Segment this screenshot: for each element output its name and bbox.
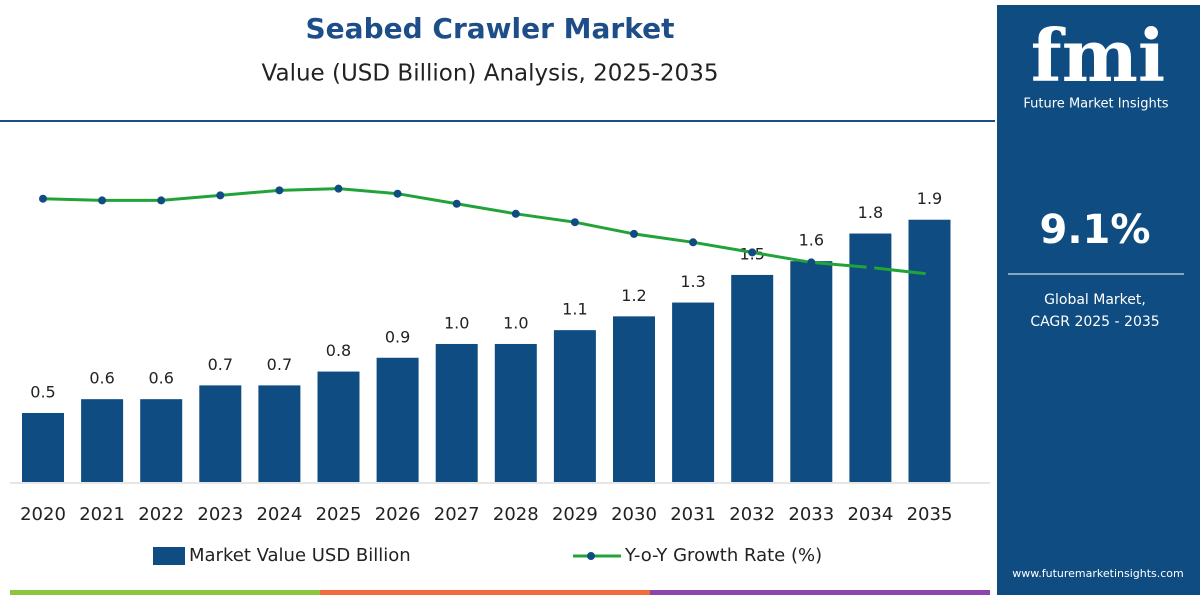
x-tick-label: 2022 [138, 504, 184, 525]
data-label: 1.8 [858, 203, 883, 222]
footer-stripe [650, 590, 990, 595]
footer-stripe [10, 590, 320, 595]
growth-point [630, 229, 638, 238]
growth-line [42, 187, 930, 276]
bar [376, 357, 419, 482]
x-tick-label: 2021 [79, 504, 125, 525]
bar [731, 274, 774, 482]
growth-point [393, 189, 402, 198]
data-label: 1.3 [680, 272, 705, 291]
growth-point [157, 196, 166, 205]
data-label: 1.0 [503, 313, 528, 332]
data-label: 1.9 [917, 189, 942, 208]
data-label: 0.5 [30, 382, 55, 401]
chart-subtitle: Value (USD Billion) Analysis, 2025-2035 [262, 61, 719, 87]
data-label: 0.8 [326, 341, 351, 360]
data-label: 1.2 [621, 286, 646, 305]
growth-point [925, 270, 934, 279]
bar [494, 343, 537, 482]
x-tick-label: 2031 [670, 504, 716, 525]
growth-point [570, 218, 579, 227]
data-label: 0.7 [208, 355, 233, 374]
growth-point [275, 186, 284, 195]
legend-label: Y-o-Y Growth Rate (%) [624, 545, 822, 566]
x-tick-label: 2034 [847, 504, 893, 525]
sidebar [997, 5, 1200, 595]
x-tick-label: 2025 [316, 504, 362, 525]
x-tick-label: 2026 [375, 504, 421, 525]
logo: fmi [1031, 13, 1166, 98]
data-label: 1.6 [799, 231, 824, 250]
growth-point [452, 199, 461, 208]
legend-swatch [587, 552, 595, 560]
bar [908, 219, 951, 482]
data-label: 1.1 [562, 300, 587, 319]
x-tick-label: 2035 [907, 504, 953, 525]
bar [849, 233, 892, 482]
footer-stripe [320, 590, 650, 595]
bar [199, 385, 242, 482]
growth-point [216, 191, 225, 200]
cagr-caption: Global Market, [1044, 292, 1146, 308]
growth-point [334, 184, 343, 193]
bar [672, 302, 715, 482]
legend-label: Market Value USD Billion [189, 545, 411, 566]
brand: Future Market Insights [1023, 97, 1168, 112]
bar [258, 385, 301, 482]
cagr-caption: CAGR 2025 - 2035 [1030, 314, 1159, 330]
growth-point [748, 248, 757, 257]
growth-point [866, 263, 875, 272]
website: www.futuremarketinsights.com [1012, 567, 1184, 580]
x-tick-label: 2027 [434, 504, 480, 525]
data-label: 0.7 [267, 355, 292, 374]
growth-point [689, 238, 698, 247]
x-tick-label: 2030 [611, 504, 657, 525]
x-tick-label: 2024 [256, 504, 302, 525]
x-tick-label: 2033 [788, 504, 834, 525]
growth-point [511, 209, 520, 218]
growth-point [98, 196, 107, 205]
data-label: 0.6 [89, 369, 114, 388]
data-label: 1.0 [444, 313, 469, 332]
growth-point [39, 194, 47, 203]
x-tick-label: 2029 [552, 504, 598, 525]
chart-title: Seabed Crawler Market [306, 12, 675, 45]
growth-point [807, 258, 816, 267]
x-tick-label: 2028 [493, 504, 539, 525]
bar [790, 261, 833, 482]
bar [613, 316, 655, 482]
bar [22, 412, 64, 482]
legend-swatch [153, 547, 185, 565]
x-tick-label: 2023 [197, 504, 243, 525]
bar [317, 371, 360, 482]
bar [81, 399, 124, 482]
x-tick-label: 2020 [20, 504, 66, 525]
data-label: 0.9 [385, 327, 410, 346]
cagr-value: 9.1% [1040, 207, 1151, 253]
data-label: 0.6 [148, 369, 173, 388]
bar [435, 343, 478, 482]
bar [140, 399, 183, 482]
x-tick-label: 2032 [729, 504, 775, 525]
bar [553, 330, 596, 482]
